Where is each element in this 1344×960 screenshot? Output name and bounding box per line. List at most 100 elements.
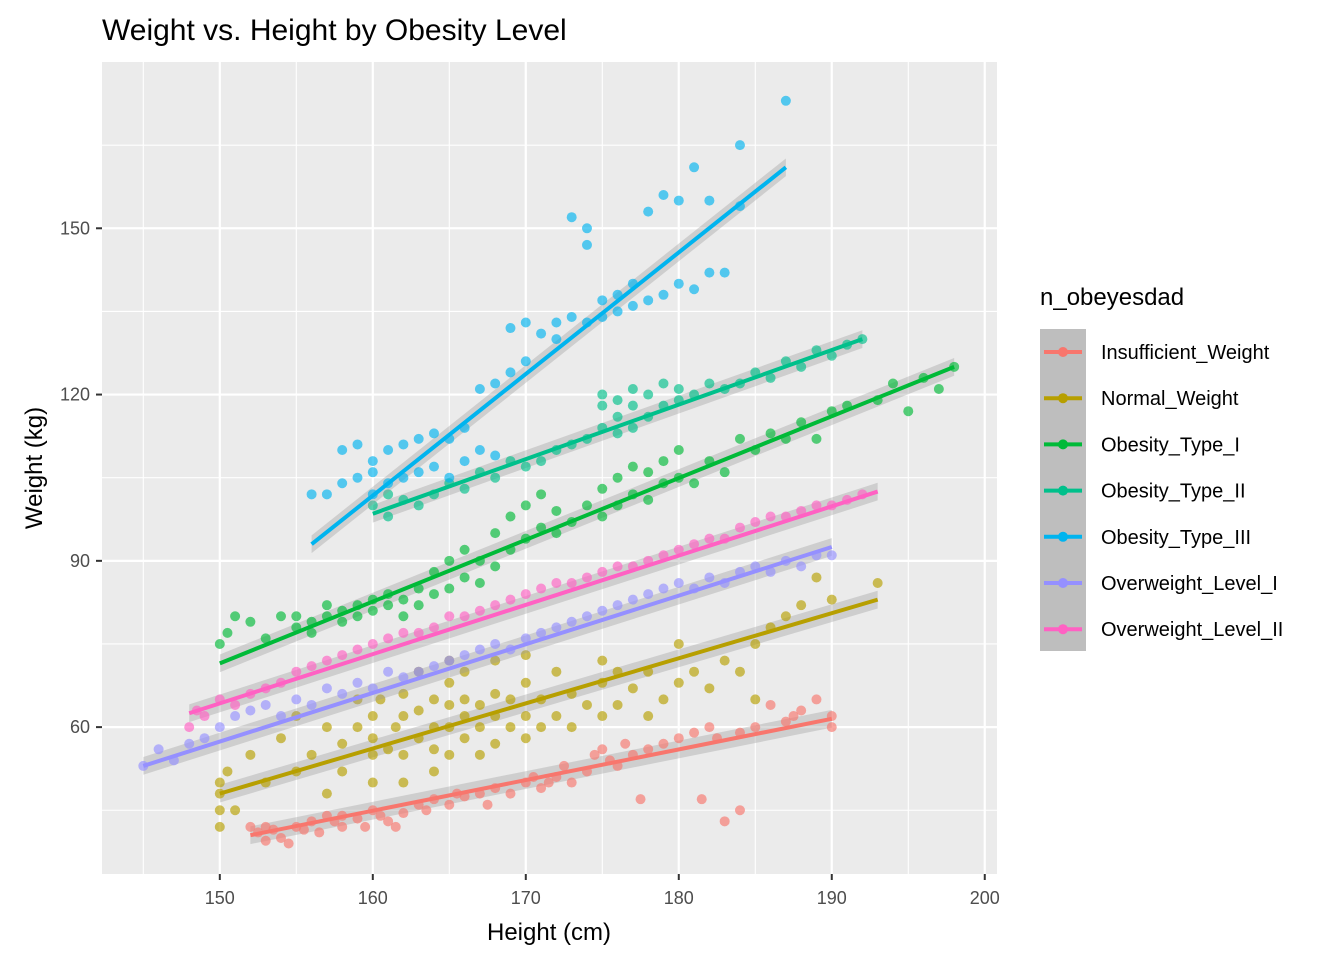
data-point	[490, 738, 501, 749]
legend-item: Obesity_Type_III	[1044, 527, 1251, 549]
data-point	[474, 644, 485, 655]
data-point	[689, 727, 700, 738]
legend-key-point	[1058, 439, 1068, 450]
data-point	[627, 300, 638, 311]
data-point	[444, 583, 455, 594]
data-point	[413, 433, 424, 444]
data-point	[811, 433, 822, 444]
data-point	[750, 694, 761, 705]
data-point	[398, 439, 409, 450]
data-point	[360, 821, 371, 832]
data-point	[536, 722, 547, 733]
data-point	[383, 666, 394, 677]
data-point	[704, 722, 715, 733]
data-point	[352, 644, 363, 655]
data-point	[520, 589, 531, 600]
data-point	[658, 694, 669, 705]
y-tick-label: 120	[60, 385, 90, 405]
data-point	[428, 428, 439, 439]
data-point	[520, 317, 531, 328]
data-point	[643, 467, 654, 478]
data-point	[597, 295, 608, 306]
data-point	[337, 766, 348, 777]
data-point	[306, 749, 317, 760]
data-point	[413, 600, 424, 611]
data-point	[222, 627, 233, 638]
data-point	[673, 195, 684, 206]
legend-key-point	[1058, 485, 1068, 496]
data-point	[298, 824, 309, 835]
data-point	[337, 444, 348, 455]
data-point	[627, 400, 638, 411]
data-point	[444, 699, 455, 710]
data-point	[597, 511, 608, 522]
data-point	[505, 788, 516, 799]
data-point	[597, 655, 608, 666]
data-point	[658, 738, 669, 749]
data-point	[566, 722, 577, 733]
data-point	[459, 544, 470, 555]
legend-item: Obesity_Type_I	[1044, 434, 1240, 456]
data-point	[444, 655, 455, 666]
data-point	[887, 378, 898, 389]
data-point	[459, 666, 470, 677]
data-point	[612, 395, 623, 406]
data-point	[581, 611, 592, 622]
data-point	[222, 766, 233, 777]
legend-label: Obesity_Type_III	[1101, 527, 1251, 549]
data-point	[612, 306, 623, 317]
data-point	[559, 760, 570, 771]
x-tick-label: 150	[205, 888, 235, 908]
x-tick-label: 170	[511, 888, 541, 908]
data-point	[276, 611, 286, 622]
data-point	[520, 650, 531, 661]
data-point	[482, 799, 493, 810]
legend-key-point	[1058, 531, 1068, 542]
data-point	[658, 456, 669, 467]
data-point	[780, 611, 791, 622]
y-tick-label: 150	[60, 218, 90, 238]
data-point	[321, 655, 332, 666]
data-point	[291, 694, 302, 705]
series-Obesity_Type_II	[367, 330, 868, 523]
data-point	[490, 378, 501, 389]
data-point	[566, 311, 577, 322]
data-point	[673, 638, 684, 649]
trend-line	[372, 337, 864, 516]
data-point	[314, 827, 325, 838]
data-point	[520, 500, 531, 511]
data-point	[505, 722, 516, 733]
data-point	[383, 511, 394, 522]
data-point	[581, 500, 592, 511]
data-point	[337, 650, 348, 661]
data-point	[444, 611, 455, 622]
data-point	[428, 661, 439, 672]
data-point	[612, 411, 623, 422]
data-point	[291, 666, 302, 677]
data-point	[428, 622, 439, 633]
data-point	[413, 666, 424, 677]
data-point	[719, 816, 730, 827]
data-point	[398, 808, 409, 819]
data-point	[689, 666, 700, 677]
data-point	[230, 611, 241, 622]
data-point	[306, 699, 317, 710]
data-point	[673, 677, 684, 688]
data-point	[444, 677, 455, 688]
data-point	[474, 444, 485, 455]
data-point	[581, 572, 592, 583]
series-layer	[138, 95, 960, 849]
legend-item: Overweight_Level_II	[1044, 619, 1283, 641]
legend-key-point	[1058, 578, 1068, 588]
data-point	[581, 699, 592, 710]
data-point	[306, 627, 317, 638]
data-point	[612, 561, 623, 572]
data-point	[520, 461, 531, 472]
data-point	[826, 550, 837, 561]
data-point	[704, 195, 715, 206]
data-point	[612, 600, 623, 611]
data-point	[245, 749, 256, 760]
data-point	[581, 239, 592, 250]
data-point	[413, 705, 424, 716]
